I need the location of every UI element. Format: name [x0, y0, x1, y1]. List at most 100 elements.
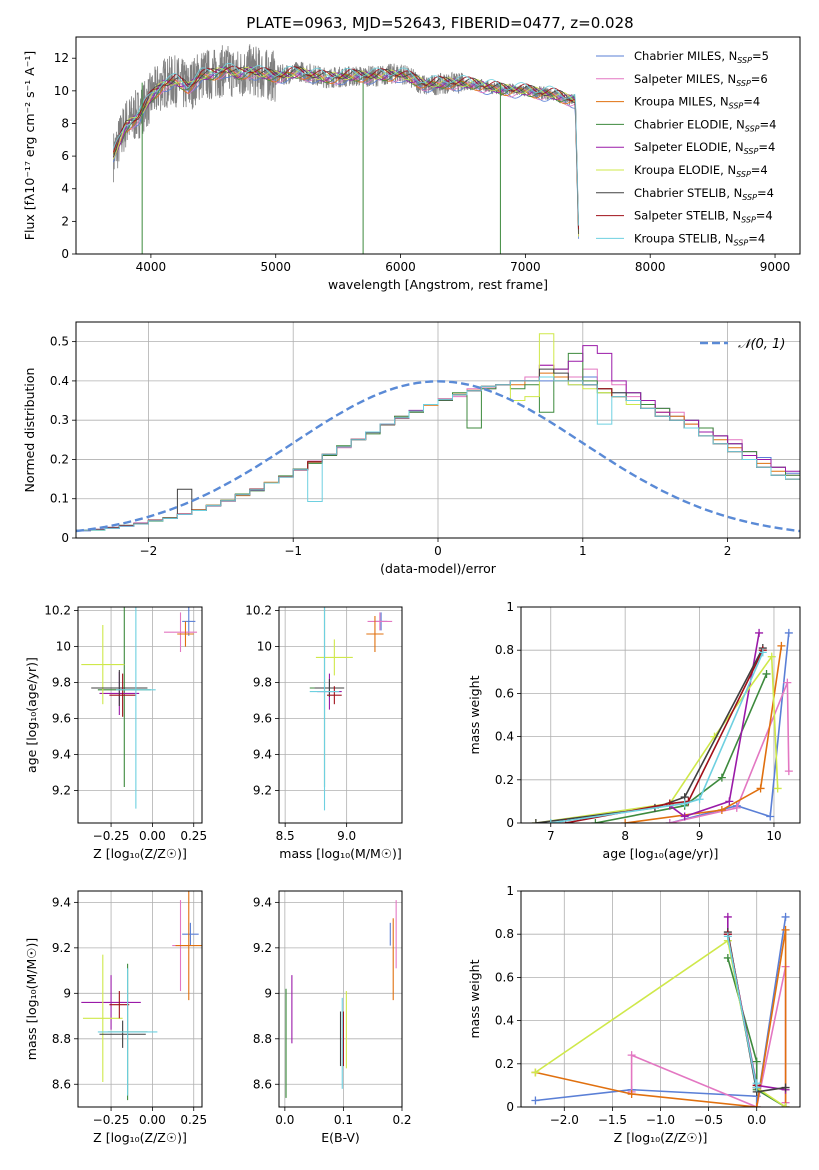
- y-tick-label: 0.4: [50, 374, 69, 388]
- model-spectrum-line-8: [112, 62, 580, 226]
- legend-label-suffix: =4: [743, 95, 760, 109]
- weight-marker-5: [531, 1068, 540, 1077]
- weight-marker-8: [680, 799, 689, 808]
- y-tick-label: 8.8: [52, 1032, 71, 1046]
- legend-label-subscript: SSP: [736, 170, 751, 179]
- age_vs_mass-plot-area: [309, 607, 393, 811]
- weight-line-2: [625, 645, 783, 823]
- x-tick-label: 0.00: [139, 1113, 166, 1127]
- panel-residuals: −2 −1 0 1 2 0 0.1 0.2 0.3 0.4 0.5 (data-model)/erro…: [22, 321, 801, 576]
- panel-age-vs-mass: 8.5 9.0 9.2 9.4 9.6 9.8 10 10.2 mass [log₁₀(M/M☉…: [245, 604, 403, 861]
- x-axis-label: age [log₁₀(age/yr)]: [603, 846, 719, 861]
- y-tick-label: 9.2: [253, 784, 272, 798]
- legend-label-subscript: SSP: [737, 56, 752, 65]
- y-tick-label: 0: [506, 1100, 514, 1114]
- x-tick-label: −1.5: [598, 1113, 627, 1127]
- axes-frame: [75, 321, 801, 539]
- weight_vs_Z-plot-area: [531, 912, 790, 1107]
- x-axis-label: Z [log₁₀(Z/Z☉)]: [93, 846, 187, 861]
- weight-marker-4: [680, 812, 689, 821]
- y-axis-label: age [log₁₀(age/yr)]: [24, 657, 39, 773]
- y-tick-label: 0.8: [495, 643, 514, 657]
- legend-label-7: Salpeter STELIB, NSSP=4: [634, 209, 773, 225]
- axes-frame: [520, 606, 801, 824]
- weight-marker-1: [627, 1051, 636, 1060]
- x-tick-label: 2: [724, 544, 732, 558]
- axes-frame: [520, 890, 801, 1108]
- weight-marker-4: [755, 628, 764, 637]
- x-tick-label: 0.25: [180, 829, 207, 843]
- weight-marker-2: [621, 819, 630, 823]
- y-tick-label: 9.8: [253, 676, 272, 690]
- weight-marker-0: [531, 1096, 540, 1105]
- weight-marker-0: [784, 628, 793, 637]
- model-spectrum-line-7: [112, 65, 580, 230]
- model-spectrum-line-0: [112, 72, 580, 239]
- weight-marker-3: [752, 1057, 761, 1066]
- legend-label-1: Salpeter MILES, NSSP=6: [634, 72, 768, 88]
- weight-marker-8: [752, 1079, 761, 1088]
- legend-label-reference: 𝒩(0, 1): [738, 337, 785, 352]
- x-axis-label: Z [log₁₀(Z/Z☉)]: [614, 1130, 708, 1145]
- weight-marker-1: [665, 819, 674, 823]
- y-tick-label: 0.2: [495, 1057, 514, 1071]
- normal-reference-curve: [76, 380, 800, 533]
- legend-label-subscript: SSP: [734, 238, 749, 247]
- y-tick-label: 8.6: [52, 1077, 71, 1091]
- legend-label-subscript: SSP: [745, 124, 760, 133]
- x-axis-label: E(B-V): [321, 1130, 360, 1145]
- weight-marker-2: [627, 1090, 636, 1099]
- y-tick-label: 8.6: [253, 1077, 272, 1091]
- y-tick-label: 10: [54, 84, 69, 98]
- weight-marker-3: [591, 819, 600, 823]
- y-tick-label: 0: [61, 247, 69, 261]
- y-tick-label: 8.8: [253, 1032, 272, 1046]
- x-tick-label: 0.00: [139, 829, 166, 843]
- legend-label-name: Salpeter MILES, N: [634, 72, 736, 86]
- y-axis-label: Normed distribution: [22, 368, 37, 493]
- x-tick-label: −1.0: [646, 1113, 675, 1127]
- weight-marker-5: [781, 1103, 790, 1107]
- legend-label-6: Chabrier STELIB, NSSP=4: [634, 186, 774, 202]
- legend-label-suffix: =4: [758, 140, 775, 154]
- weight-line-4: [669, 632, 760, 818]
- y-tick-label: 0.4: [495, 1014, 514, 1028]
- x-tick-label: 0.2: [392, 1113, 411, 1127]
- x-axis-label: Z [log₁₀(Z/Z☉)]: [93, 1130, 187, 1145]
- y-tick-label: 6: [61, 149, 69, 163]
- weight-marker-4: [723, 912, 732, 921]
- y-tick-label: 9.2: [52, 941, 71, 955]
- age_vs_Z-plot-area: [81, 607, 198, 809]
- x-tick-label: 0: [434, 544, 442, 558]
- x-axis-label: (data-model)/error: [380, 561, 497, 576]
- y-axis-label: mass weight: [467, 959, 482, 1038]
- y-tick-label: 9.4: [253, 895, 272, 909]
- y-tick-label: 10.2: [245, 604, 272, 618]
- y-tick-label: 9: [63, 986, 71, 1000]
- legend-label-name: Chabrier STELIB, N: [634, 186, 742, 200]
- legend-label-5: Kroupa ELODIE, NSSP=4: [634, 163, 768, 179]
- x-tick-label: 9: [696, 829, 704, 843]
- histogram-6: [76, 368, 800, 531]
- legend-label-8: Kroupa STELIB, NSSP=4: [634, 231, 765, 247]
- y-tick-label: 9.4: [253, 748, 272, 762]
- legend-label-0: Chabrier MILES, NSSP=5: [634, 49, 769, 65]
- x-tick-label: 7000: [510, 260, 541, 274]
- weight-marker-5: [773, 784, 782, 793]
- legend-label-name: Kroupa ELODIE, N: [634, 163, 736, 177]
- y-tick-label: 0.2: [495, 773, 514, 787]
- weight-marker-4: [725, 797, 734, 806]
- weight-line-8: [727, 936, 758, 1088]
- y-tick-label: 10.2: [44, 604, 71, 618]
- x-tick-label: −1: [284, 544, 302, 558]
- x-tick-label: 0.0: [275, 1113, 294, 1127]
- axes-frame: [278, 890, 403, 1108]
- axes-frame: [77, 606, 203, 824]
- y-tick-label: 1: [506, 884, 514, 898]
- legend-label-subscript: SSP: [736, 79, 751, 88]
- y-axis-label: Flux [fλ10⁻¹⁷ erg cm⁻² s⁻¹ A⁻¹]: [22, 51, 37, 240]
- x-tick-label: 0.25: [180, 1113, 207, 1127]
- legend-label-suffix: =4: [760, 117, 777, 131]
- legend-label-name: Kroupa STELIB, N: [634, 231, 734, 245]
